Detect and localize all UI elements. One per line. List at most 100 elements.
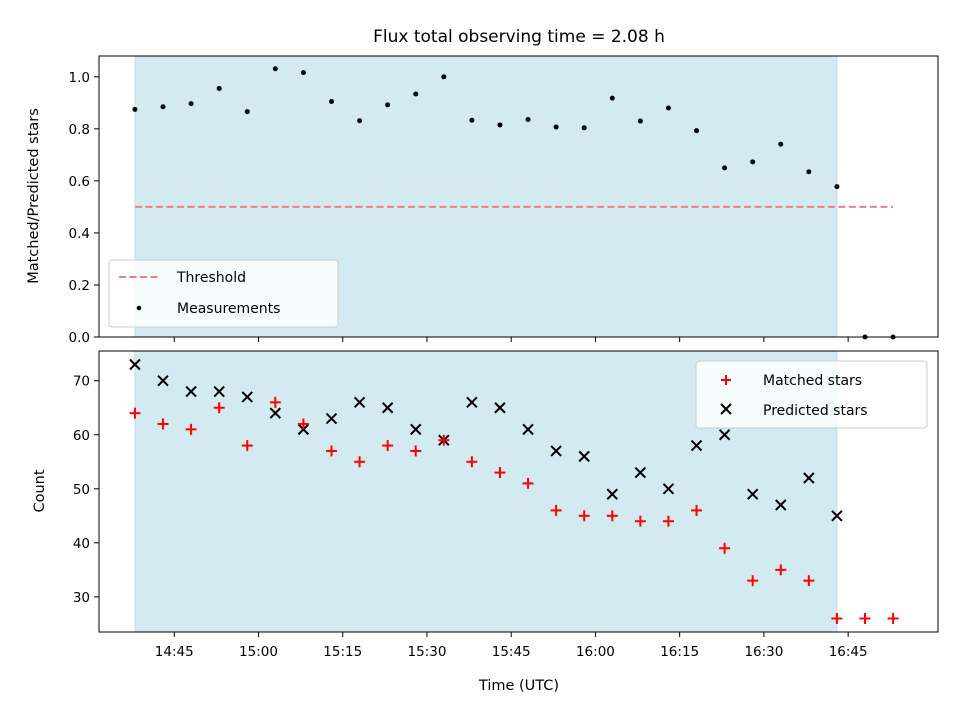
predicted-stars-point — [803, 472, 815, 484]
measurement-point — [525, 116, 531, 122]
bottom-y-tick-label: 30 — [73, 590, 90, 606]
x-tick-label: 16:30 — [744, 644, 783, 660]
measurement-point — [413, 91, 419, 97]
x-tick-label: 14:45 — [155, 644, 194, 660]
ratio-panel: 0.0 0.2 0.4 0.6 0.8 1.0 Matched/Predicted sta… — [26, 55, 939, 346]
legend-threshold-label: Threshold — [176, 270, 246, 286]
matched-stars-point — [691, 504, 703, 516]
measurement-point — [132, 106, 138, 112]
matched-stars-point — [775, 564, 787, 576]
predicted-stars-point — [578, 450, 590, 463]
predicted-stars-point — [381, 402, 394, 414]
measurement-point — [581, 125, 587, 131]
matched-stars-point — [438, 434, 450, 446]
matched-stars-point — [550, 504, 562, 516]
measurement-point — [300, 70, 306, 76]
predicted-stars-point — [831, 510, 843, 522]
matched-stars-point — [213, 402, 225, 414]
x-tick-label: 15:30 — [408, 644, 447, 660]
x-tick-label: 15:45 — [492, 644, 531, 660]
matched-stars-point — [634, 515, 646, 527]
predicted-stars-point — [718, 429, 731, 441]
matched-stars-point — [129, 407, 141, 419]
measurement-point — [469, 117, 475, 123]
measurement-point — [609, 95, 615, 101]
bottom-y-ticks: 30 40 50 60 70 — [73, 374, 99, 606]
top-legend: Threshold Measurements — [108, 259, 339, 328]
legend-predicted-swatch — [720, 403, 732, 415]
top-y-ticks: 0.0 0.2 0.4 0.6 0.8 1.0 — [69, 70, 99, 346]
matched-stars-point — [354, 456, 366, 468]
legend-measurements-label: Measurements — [177, 301, 280, 317]
x-tick-label: 15:15 — [323, 644, 362, 660]
predicted-stars-point — [690, 439, 703, 452]
top-y-tick-label: 1.0 — [69, 70, 90, 86]
predicted-stars-point — [522, 423, 534, 436]
measurement-point — [216, 86, 222, 92]
legend-predicted-label: Predicted stars — [763, 403, 868, 419]
predicted-stars-point — [353, 396, 366, 409]
bottom-y-tick-label: 40 — [73, 536, 90, 552]
count-panel: 30 40 50 60 70 14:45 15:00 15:15 15:30 15:45 16:0… — [32, 350, 939, 694]
measurement-point — [553, 124, 559, 130]
predicted-stars-point — [746, 488, 759, 500]
matched-stars-point — [606, 510, 618, 522]
chart-title: Flux total observing time = 2.08 h — [373, 27, 665, 47]
bottom-x-ticks: 14:45 15:00 15:15 15:30 15:45 16:00 16:15 16:30… — [155, 632, 868, 660]
matched-stars-point — [185, 423, 197, 435]
matched-stars-point — [269, 396, 281, 408]
top-x-ticks — [173, 337, 849, 342]
bottom-y-tick-label: 50 — [73, 482, 90, 498]
top-y-axis-label: Matched/Predicted stars — [26, 108, 42, 284]
top-y-tick-label: 0.8 — [69, 122, 90, 138]
matched-stars-point — [578, 510, 590, 522]
bottom-y-tick-label: 60 — [73, 428, 90, 444]
matched-stars-point — [382, 440, 394, 452]
measurement-point — [750, 159, 756, 165]
predicted-stars-point — [662, 483, 675, 495]
x-tick-label: 16:15 — [660, 644, 699, 660]
x-axis-label: Time (UTC) — [478, 678, 559, 694]
matched-stars-point — [522, 477, 534, 489]
top-y-tick-label: 0.2 — [69, 278, 90, 294]
predicted-stars-point — [129, 358, 141, 371]
measurement-point — [441, 74, 447, 80]
matched-stars-point — [887, 612, 899, 624]
matched-stars-point — [803, 575, 815, 587]
measurement-point — [385, 102, 391, 108]
top-y-tick-label: 0.4 — [69, 226, 90, 242]
top-y-tick-label: 0.6 — [69, 174, 90, 190]
bottom-y-tick-label: 70 — [73, 374, 90, 390]
measurement-point — [328, 99, 334, 105]
predicted-stars-point — [550, 445, 562, 457]
legend-matched-swatch — [721, 375, 731, 385]
measurement-point — [497, 122, 503, 128]
matched-stars-point — [494, 467, 506, 479]
measurement-point — [834, 184, 840, 190]
matched-stars-point — [410, 445, 422, 457]
predicted-stars-point — [494, 402, 506, 414]
x-tick-label: 15:00 — [239, 644, 278, 660]
predicted-stars-point — [466, 396, 478, 409]
measurement-point — [694, 128, 700, 134]
predicted-stars-point — [241, 391, 253, 403]
legend-matched-label: Matched stars — [763, 373, 862, 389]
predicted-stars-point — [213, 385, 225, 398]
measurement-point — [272, 66, 278, 72]
measurement-point — [188, 101, 194, 107]
measurement-point — [244, 109, 250, 115]
measurement-point — [160, 104, 166, 110]
top-axes-frame — [98, 55, 939, 338]
measurement-point — [778, 141, 784, 147]
predicted-stars-point — [185, 385, 197, 398]
bottom-legend-box — [695, 360, 928, 429]
matched-stars-point — [297, 418, 309, 430]
predicted-stars-point — [325, 412, 338, 425]
matched-stars-point — [325, 445, 337, 457]
predicted-stars-point — [775, 499, 787, 511]
top-legend-box — [108, 259, 339, 328]
bottom-y-axis-label: Count — [32, 469, 48, 512]
x-tick-label: 16:45 — [829, 644, 868, 660]
matched-stars-point — [662, 515, 674, 527]
